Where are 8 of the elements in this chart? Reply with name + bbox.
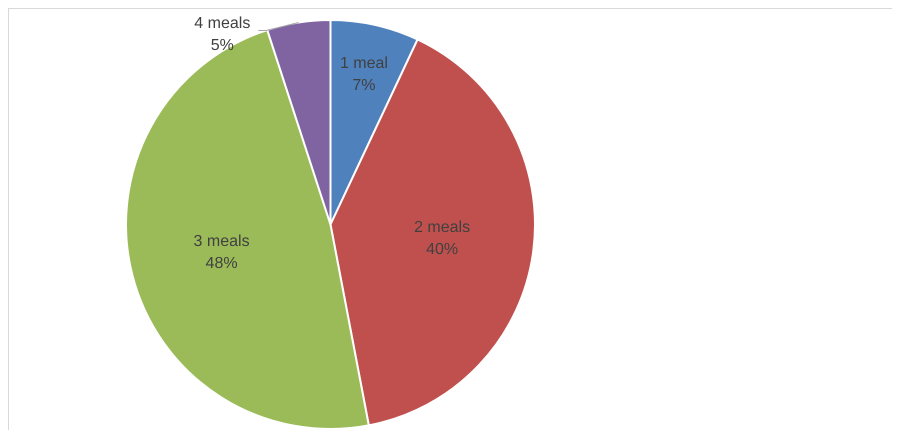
- slice-label: 4 meals: [194, 14, 250, 32]
- slice-label: 3 meals: [194, 232, 250, 250]
- slice-label: 2 meals: [414, 219, 470, 236]
- data-label: 7%: [352, 77, 376, 94]
- data-label: 40%: [426, 241, 458, 258]
- slice-label: 1 meal: [340, 55, 388, 72]
- data-label: 48%: [206, 254, 238, 272]
- data-label: 5%: [210, 36, 234, 54]
